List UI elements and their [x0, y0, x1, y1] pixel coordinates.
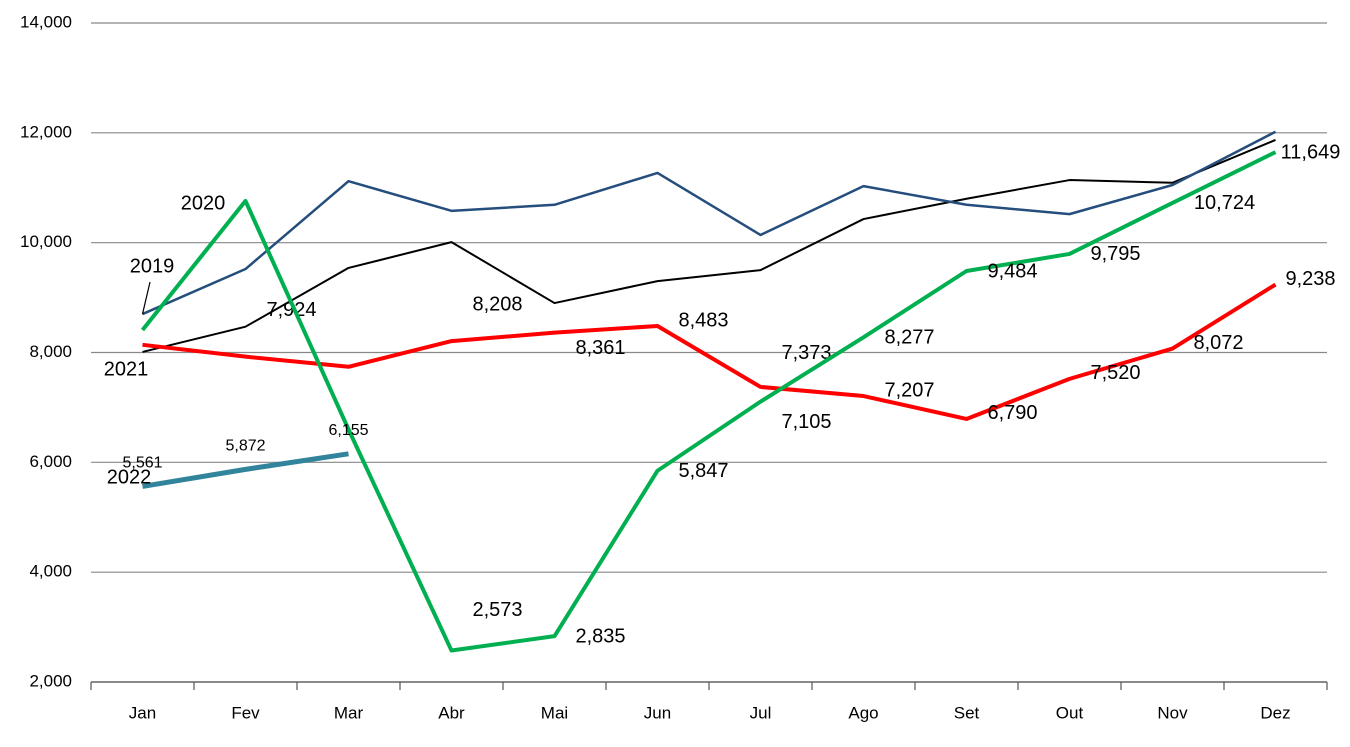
- series-line: [142, 451, 349, 489]
- data-label: 8,277: [884, 327, 934, 349]
- data-label: 9,238: [1285, 268, 1335, 290]
- y-tick-label: 6,000: [29, 452, 72, 471]
- series-name: 2020: [181, 192, 226, 214]
- data-label: 7,373: [781, 342, 831, 364]
- series-name: 2021: [104, 358, 149, 380]
- x-tick-label: Jun: [644, 703, 671, 722]
- x-tick-label: Set: [954, 703, 980, 722]
- series-line: [140, 150, 1277, 653]
- series-name: 2019: [130, 255, 175, 277]
- x-tick-label: Mar: [334, 703, 364, 722]
- data-label: 6,790: [987, 402, 1037, 424]
- data-label: 11,649: [1281, 141, 1341, 163]
- data-label: 9,484: [987, 260, 1037, 282]
- data-label: 8,483: [678, 309, 728, 331]
- x-tick-label: Jan: [129, 703, 156, 722]
- data-label: 8,072: [1193, 332, 1243, 354]
- data-label: 10,724: [1194, 192, 1255, 214]
- y-tick-label: 12,000: [20, 122, 72, 141]
- data-label: 2,573: [472, 599, 522, 621]
- data-label: 7,105: [781, 411, 831, 433]
- data-label: 2,835: [575, 625, 625, 647]
- data-label: 9,795: [1090, 243, 1140, 265]
- x-tick-label: Mai: [541, 703, 568, 722]
- series-line: [142, 139, 1276, 353]
- data-label: 8,208: [472, 293, 522, 315]
- x-tick-label: Jul: [750, 703, 772, 722]
- data-label: 5,847: [678, 460, 728, 482]
- y-tick-label: 2,000: [29, 671, 72, 690]
- data-label: 6,155: [328, 422, 368, 439]
- data-label: 7,924: [266, 299, 316, 321]
- data-label: 5,561: [122, 455, 162, 472]
- leader-line: [141, 281, 151, 315]
- series-name: 2022: [107, 466, 152, 488]
- data-label: 7,207: [884, 379, 934, 401]
- y-tick-label: 14,000: [20, 12, 72, 31]
- y-tick-label: 8,000: [29, 342, 72, 361]
- x-tick-label: Abr: [438, 703, 465, 722]
- x-tick-label: Nov: [1157, 703, 1188, 722]
- y-tick-label: 4,000: [29, 562, 72, 581]
- series-line: [141, 130, 1277, 316]
- data-label: 5,872: [225, 438, 265, 455]
- y-tick-label: 10,000: [20, 232, 72, 251]
- x-tick-label: Fev: [231, 703, 260, 722]
- data-label: 7,520: [1090, 362, 1140, 384]
- data-label: 8,361: [575, 337, 625, 359]
- x-tick-label: Out: [1056, 703, 1084, 722]
- x-tick-label: Dez: [1260, 703, 1290, 722]
- series-line: [142, 282, 1277, 421]
- x-tick-label: Ago: [848, 703, 878, 722]
